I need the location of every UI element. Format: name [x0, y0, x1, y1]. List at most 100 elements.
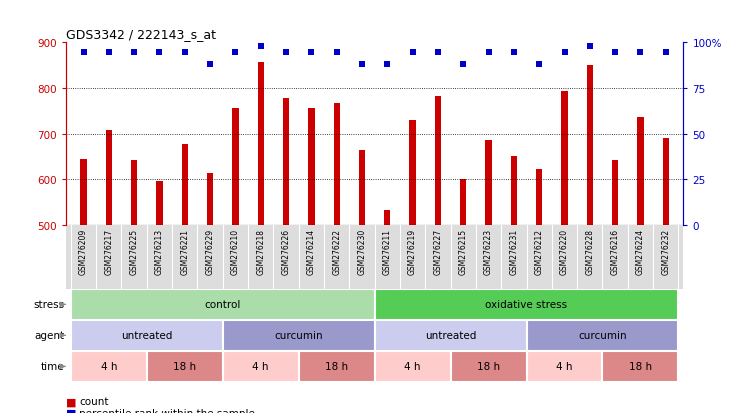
Bar	[131, 161, 137, 225]
Bar	[536, 169, 542, 225]
Text: 4 h: 4 h	[556, 361, 573, 372]
Bar	[602, 351, 678, 382]
Text: time: time	[41, 361, 64, 372]
Text: 18 h: 18 h	[477, 361, 500, 372]
Point	[609, 49, 621, 56]
Text: GSM276218: GSM276218	[257, 228, 265, 274]
Text: 4 h: 4 h	[252, 361, 269, 372]
Text: GSM276219: GSM276219	[408, 228, 417, 274]
Bar	[375, 351, 450, 382]
Point	[179, 49, 191, 56]
Bar	[460, 180, 466, 225]
Point	[584, 44, 596, 50]
Text: GSM276232: GSM276232	[662, 228, 670, 274]
Text: GSM276226: GSM276226	[281, 228, 290, 274]
Point	[660, 49, 672, 56]
Bar	[181, 145, 188, 225]
Text: GSM276213: GSM276213	[155, 228, 164, 274]
Bar	[106, 131, 112, 225]
Text: GSM276227: GSM276227	[433, 228, 442, 274]
Bar	[375, 320, 526, 351]
Point	[432, 49, 444, 56]
Text: GSM276228: GSM276228	[586, 228, 594, 274]
Point	[331, 49, 343, 56]
Point	[356, 62, 368, 69]
Point	[534, 62, 545, 69]
Point	[255, 44, 267, 50]
Bar	[511, 157, 517, 225]
Bar	[637, 118, 643, 225]
Text: GSM276224: GSM276224	[636, 228, 645, 274]
Point	[154, 49, 165, 56]
Point	[77, 49, 89, 56]
Bar	[156, 182, 162, 225]
Text: GSM276222: GSM276222	[332, 228, 341, 274]
Text: GSM276210: GSM276210	[231, 228, 240, 274]
Text: GSM276217: GSM276217	[105, 228, 113, 274]
Text: GSM276212: GSM276212	[534, 228, 544, 274]
Bar	[299, 351, 374, 382]
Text: curcumin: curcumin	[274, 330, 323, 341]
Text: 18 h: 18 h	[173, 361, 197, 372]
Text: 18 h: 18 h	[629, 361, 652, 372]
Bar	[223, 351, 299, 382]
Text: 4 h: 4 h	[101, 361, 117, 372]
Point	[635, 49, 646, 56]
Bar	[71, 351, 147, 382]
Bar	[207, 173, 213, 225]
Bar	[409, 121, 416, 225]
Text: GSM276225: GSM276225	[129, 228, 139, 274]
Point	[482, 49, 494, 56]
Point	[558, 49, 570, 56]
Bar	[359, 151, 366, 225]
Text: GSM276214: GSM276214	[307, 228, 316, 274]
Bar	[612, 160, 618, 225]
Bar	[223, 320, 375, 351]
Text: curcumin: curcumin	[578, 330, 626, 341]
Text: agent: agent	[34, 330, 64, 341]
Text: GSM276230: GSM276230	[357, 228, 366, 274]
Text: GSM276220: GSM276220	[560, 228, 569, 274]
Bar	[333, 103, 340, 225]
Point	[204, 62, 216, 69]
Text: GDS3342 / 222143_s_at: GDS3342 / 222143_s_at	[66, 28, 216, 41]
Text: ■: ■	[66, 408, 76, 413]
Text: control: control	[205, 299, 241, 310]
Point	[280, 49, 292, 56]
Point	[230, 49, 241, 56]
Text: count: count	[79, 396, 108, 406]
Point	[306, 49, 317, 56]
Bar	[308, 108, 314, 225]
Text: GSM276221: GSM276221	[181, 228, 189, 274]
Bar	[662, 139, 669, 225]
Point	[129, 49, 140, 56]
Bar	[435, 97, 441, 225]
Point	[382, 62, 393, 69]
Bar	[375, 289, 678, 320]
Text: ■: ■	[66, 396, 76, 406]
Text: oxidative stress: oxidative stress	[485, 299, 567, 310]
Bar	[485, 141, 492, 225]
Text: GSM276231: GSM276231	[510, 228, 518, 274]
Bar	[450, 351, 526, 382]
Text: stress: stress	[34, 299, 64, 310]
Bar	[257, 63, 264, 225]
Text: GSM276216: GSM276216	[610, 228, 620, 274]
Text: untreated: untreated	[121, 330, 173, 341]
Text: GSM276211: GSM276211	[383, 228, 392, 274]
Text: untreated: untreated	[425, 330, 477, 341]
Text: 4 h: 4 h	[404, 361, 421, 372]
Point	[406, 49, 418, 56]
Bar	[384, 211, 390, 225]
Bar	[587, 66, 593, 225]
Bar	[147, 351, 223, 382]
Bar	[232, 108, 238, 225]
Bar	[526, 320, 678, 351]
Point	[458, 62, 469, 69]
Text: GSM276223: GSM276223	[484, 228, 493, 274]
Text: percentile rank within the sample: percentile rank within the sample	[79, 408, 255, 413]
Point	[508, 49, 520, 56]
Bar	[561, 92, 568, 225]
Bar	[80, 159, 87, 225]
Text: GSM276215: GSM276215	[459, 228, 468, 274]
